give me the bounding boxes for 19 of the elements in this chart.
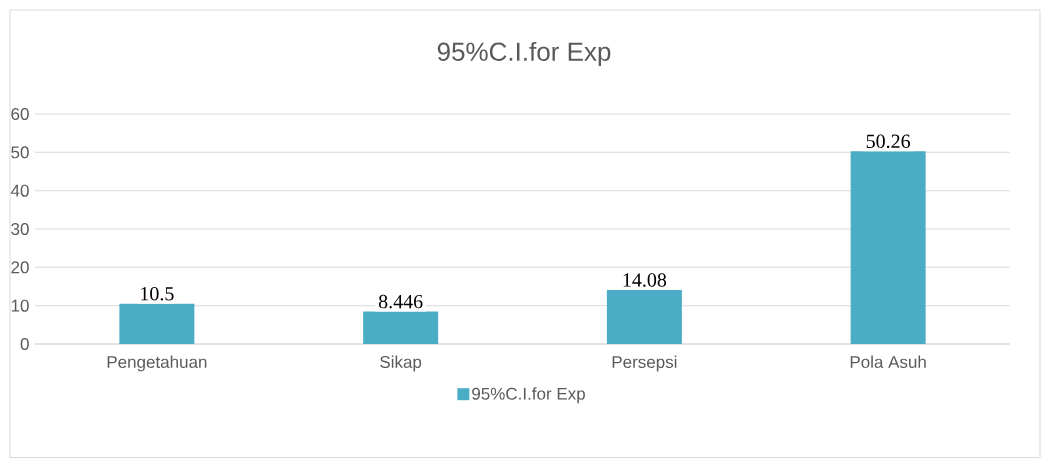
chart-title: 95%C.I.for Exp xyxy=(437,41,611,67)
legend-label: 95%C.I.for Exp xyxy=(472,387,585,404)
y-tick-label: 10 xyxy=(11,299,29,312)
data-label: 14.08 xyxy=(623,273,667,287)
y-tick-label: 20 xyxy=(11,261,29,274)
data-label: 50.26 xyxy=(866,134,911,149)
y-tick-label: 30 xyxy=(11,222,29,236)
y-tick-label: 40 xyxy=(10,184,29,197)
y-tick-label: 50 xyxy=(11,146,29,159)
bar xyxy=(850,151,926,344)
data-label: 8.446 xyxy=(378,294,423,309)
x-tick-label: Persepsi xyxy=(612,355,677,372)
y-tick-label: 60 xyxy=(11,107,29,121)
data-label: 10.5 xyxy=(141,286,174,301)
bar xyxy=(119,303,195,344)
x-tick-label: Pengetahuan xyxy=(107,355,207,372)
x-tick-label: Sikap xyxy=(380,355,422,372)
x-tick-label: Pola Asuh xyxy=(850,355,926,369)
y-tick-label: 0 xyxy=(20,337,29,351)
